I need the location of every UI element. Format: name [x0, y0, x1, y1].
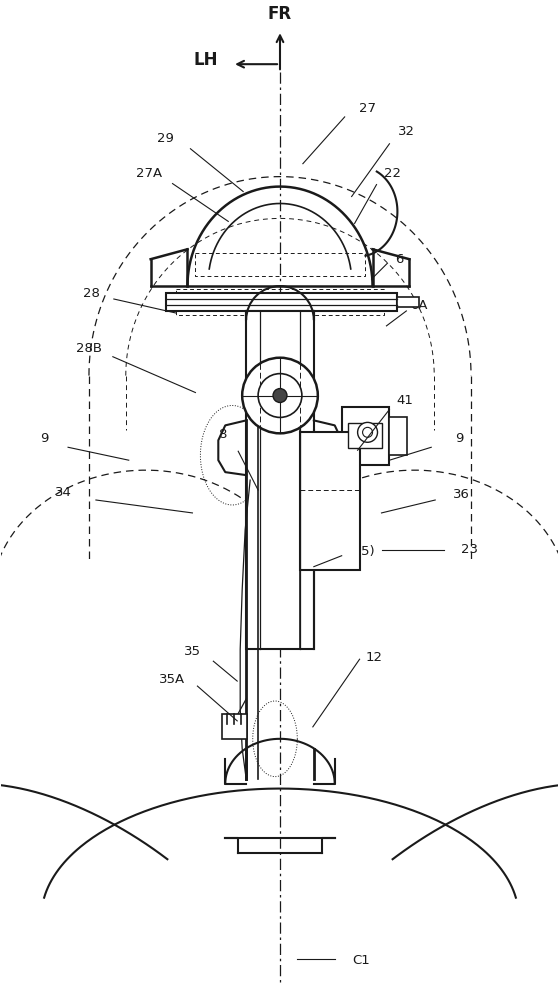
Text: 12: 12 [366, 651, 383, 664]
Text: C1: C1 [353, 954, 371, 967]
Circle shape [358, 422, 377, 442]
Text: 34: 34 [55, 486, 72, 499]
Bar [397, 297, 419, 307]
Text: 41: 41 [396, 394, 413, 407]
Text: FR: FR [268, 5, 292, 23]
Text: 22: 22 [384, 167, 401, 180]
Circle shape [363, 427, 372, 437]
Text: 27A: 27A [136, 167, 162, 180]
Text: 28: 28 [83, 287, 100, 300]
Text: 35A: 35A [159, 673, 186, 686]
Bar [390, 417, 408, 455]
Bar [342, 407, 390, 465]
Bar [348, 423, 382, 448]
Text: 35: 35 [184, 645, 201, 658]
Bar [165, 293, 397, 311]
Bar [222, 714, 247, 739]
Circle shape [258, 374, 302, 417]
Text: 8: 8 [218, 428, 226, 441]
Text: LH: LH [193, 51, 217, 69]
Text: 29: 29 [157, 132, 174, 145]
Circle shape [273, 389, 287, 402]
Text: 10(5): 10(5) [340, 545, 376, 558]
Circle shape [242, 358, 318, 433]
Text: 9: 9 [40, 432, 49, 445]
Text: 36: 36 [453, 488, 470, 501]
Text: 23: 23 [461, 543, 477, 556]
Text: 6A: 6A [410, 299, 428, 312]
Bar [246, 311, 314, 649]
Text: 27: 27 [359, 102, 376, 115]
Text: 9: 9 [455, 432, 463, 445]
Text: 28B: 28B [76, 342, 102, 355]
Text: 32: 32 [398, 125, 415, 138]
Text: 6: 6 [395, 253, 404, 266]
Bar [300, 432, 359, 570]
